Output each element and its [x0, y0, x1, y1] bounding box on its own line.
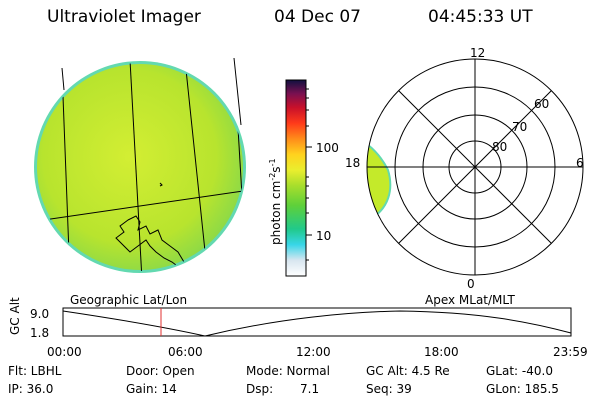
polar-label-6: 6 [576, 156, 584, 170]
gc-alt-info: GC Alt: 4.5 Re [366, 364, 450, 378]
seq-info: Seq: 39 [366, 382, 412, 396]
timeline-tick-3: 18:00 [424, 345, 459, 359]
colorbar [285, 79, 307, 277]
timeline-ylabel: GC Alt [8, 297, 22, 335]
instrument-title: Ultraviolet Imager [47, 7, 201, 27]
colorbar-unit: photon cm-2s-1 [268, 158, 283, 245]
altitude-curve [62, 310, 572, 337]
polar-plot [366, 58, 584, 276]
filter-info: Flt: LBHL [8, 364, 62, 378]
colorbar-ticks [306, 88, 312, 261]
lat-lon-grid [36, 63, 244, 271]
timeline-tick-0: 00:00 [47, 345, 82, 359]
glat-info: GLat: -40.0 [486, 364, 553, 378]
earth-disk-image [34, 57, 246, 273]
colorbar-tick-10: 10 [316, 229, 332, 243]
polar-label-12: 12 [470, 46, 486, 60]
timeline-y-high: 9.0 [30, 307, 50, 321]
glon-info: GLon: 185.5 [486, 382, 559, 396]
mode-info: Mode: Normal [246, 364, 330, 378]
date-label: 04 Dec 07 [274, 7, 361, 27]
dsp-label: Dsp: [246, 382, 274, 396]
timeline-plot [62, 307, 572, 337]
timeline-tick-1: 06:00 [168, 345, 203, 359]
timeline-y-low: 1.8 [30, 326, 50, 340]
geographic-caption: Geographic Lat/Lon [70, 293, 188, 307]
time-label: 04:45:33 UT [428, 7, 533, 27]
door-info: Door: Open [126, 364, 195, 378]
polar-label-lat70: 70 [512, 120, 528, 134]
colorbar-tick-100: 100 [316, 141, 339, 155]
ip-info: IP: 36.0 [8, 382, 54, 396]
dsp-value: 7.1 [300, 382, 320, 396]
apex-caption: Apex MLat/MLT [425, 293, 515, 307]
polar-label-lat80: 80 [492, 140, 508, 154]
polar-label-0: 0 [467, 277, 475, 291]
timeline-tick-2: 12:00 [296, 345, 331, 359]
auroral-patch [367, 135, 391, 226]
polar-label-lat60: 60 [534, 97, 550, 111]
gain-info: Gain: 14 [126, 382, 177, 396]
polar-label-18: 18 [345, 156, 361, 170]
timeline-tick-4: 23:59 [553, 345, 588, 359]
